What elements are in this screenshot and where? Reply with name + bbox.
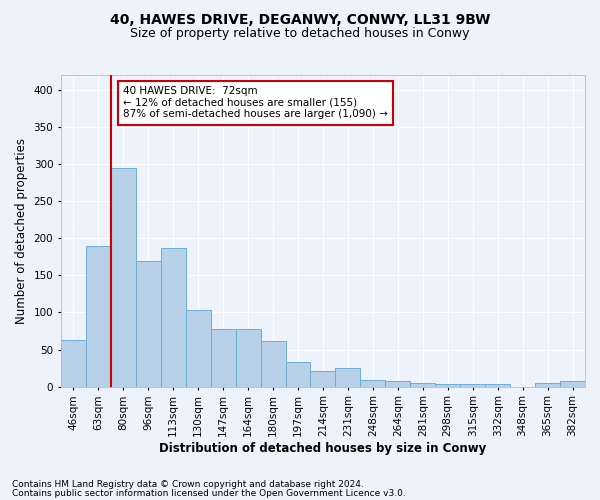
- Text: 40 HAWES DRIVE:  72sqm
← 12% of detached houses are smaller (155)
87% of semi-de: 40 HAWES DRIVE: 72sqm ← 12% of detached …: [124, 86, 388, 120]
- Bar: [485, 384, 510, 386]
- Bar: [236, 329, 260, 386]
- Bar: [286, 362, 310, 386]
- Bar: [385, 380, 410, 386]
- Bar: [410, 383, 435, 386]
- Text: Contains public sector information licensed under the Open Government Licence v3: Contains public sector information licen…: [12, 488, 406, 498]
- Bar: [111, 168, 136, 386]
- Bar: [310, 371, 335, 386]
- Bar: [186, 310, 211, 386]
- Bar: [211, 329, 236, 386]
- Bar: [435, 384, 460, 386]
- Bar: [560, 380, 585, 386]
- Bar: [86, 246, 111, 386]
- Bar: [260, 342, 286, 386]
- Bar: [335, 368, 361, 386]
- Text: Contains HM Land Registry data © Crown copyright and database right 2024.: Contains HM Land Registry data © Crown c…: [12, 480, 364, 489]
- Text: Size of property relative to detached houses in Conwy: Size of property relative to detached ho…: [130, 28, 470, 40]
- Bar: [161, 248, 186, 386]
- Bar: [136, 260, 161, 386]
- Bar: [61, 340, 86, 386]
- Y-axis label: Number of detached properties: Number of detached properties: [15, 138, 28, 324]
- Bar: [535, 383, 560, 386]
- Bar: [361, 380, 385, 386]
- Bar: [460, 384, 485, 386]
- Text: 40, HAWES DRIVE, DEGANWY, CONWY, LL31 9BW: 40, HAWES DRIVE, DEGANWY, CONWY, LL31 9B…: [110, 12, 490, 26]
- X-axis label: Distribution of detached houses by size in Conwy: Distribution of detached houses by size …: [160, 442, 487, 455]
